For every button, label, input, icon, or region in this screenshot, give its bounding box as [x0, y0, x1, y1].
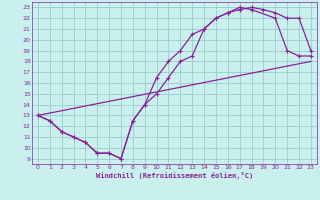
X-axis label: Windchill (Refroidissement éolien,°C): Windchill (Refroidissement éolien,°C)	[96, 172, 253, 179]
